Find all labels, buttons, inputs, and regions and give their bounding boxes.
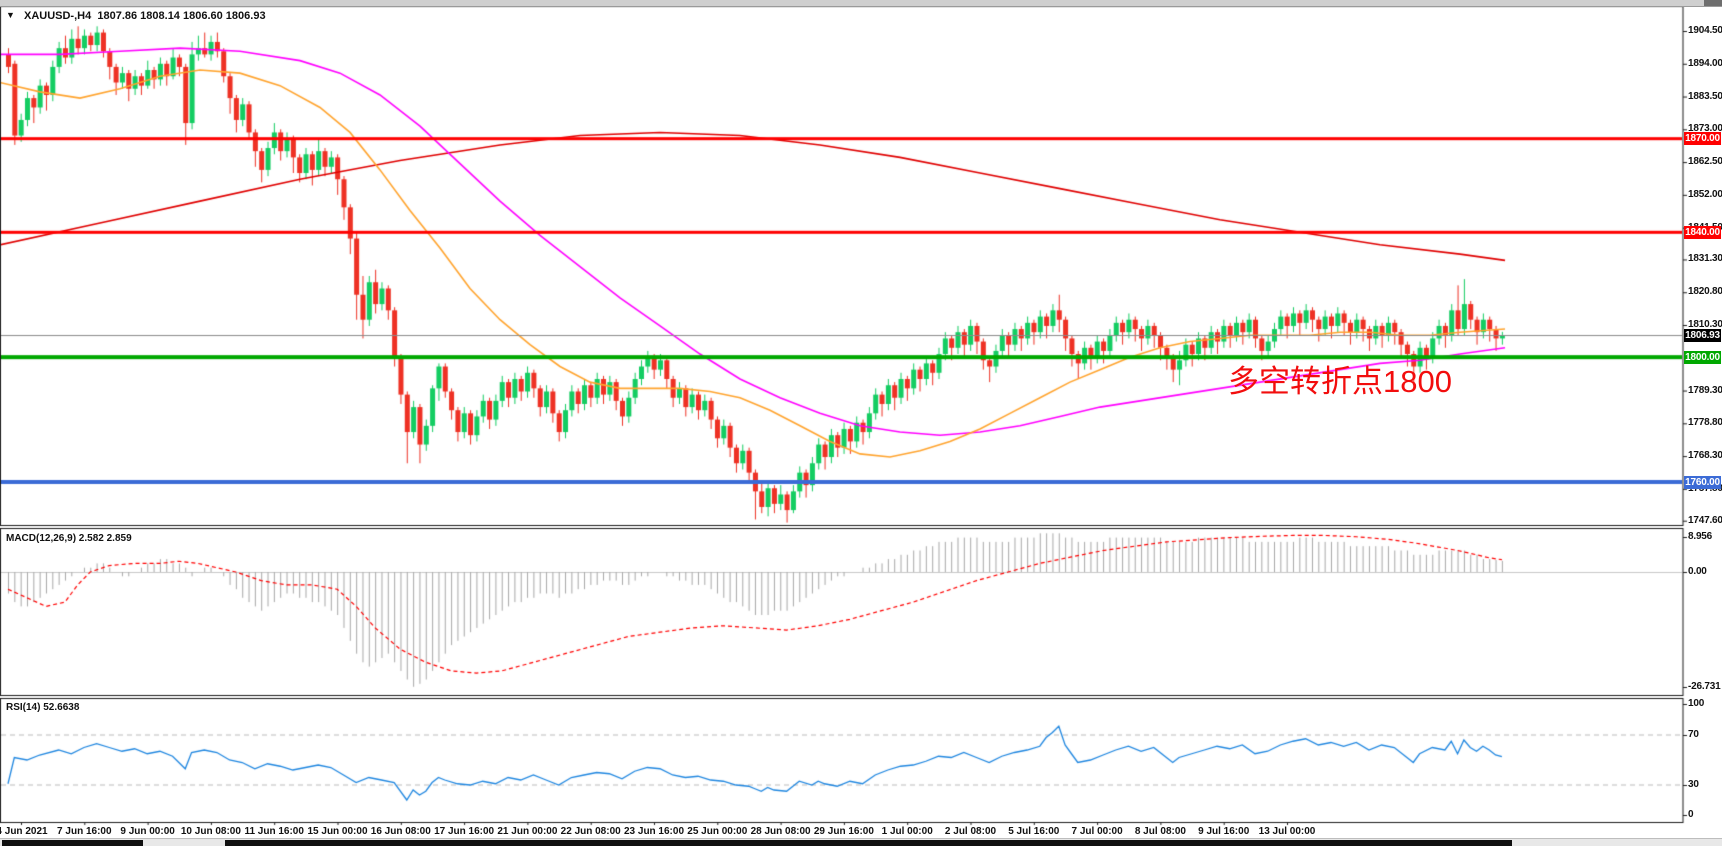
time-tick-label: 1 Jul 00:00: [881, 826, 933, 837]
time-tick-label: 23 Jun 16:00: [623, 826, 685, 837]
price-tick-label: 1831.30: [1688, 253, 1722, 265]
time-tick-label: 4 Jun 2021: [0, 826, 48, 837]
time-tick-label: 11 Jun 16:00: [244, 826, 304, 837]
bottom-window-edge: [0, 838, 1722, 846]
time-tick-label: 8 Jul 08:00: [1134, 826, 1186, 837]
text-annotation-1800-pivot[interactable]: 多空转折点1800: [1228, 364, 1452, 399]
scrollbar-thumb[interactable]: [1704, 0, 1722, 6]
rsi-scale-label: 70: [1688, 729, 1699, 740]
time-tick-label: 22 Jun 08:00: [560, 826, 621, 837]
price-tick-label: 1810.30: [1688, 319, 1722, 330]
ohlc-values: 1807.86 1808.14 1806.60 1806.93: [97, 10, 266, 22]
time-tick-label: 10 Jun 08:00: [180, 826, 241, 837]
price-tick-label: 1820.80: [1688, 286, 1722, 298]
price-tick-label: 1852.00: [1688, 188, 1722, 200]
bottom-edge-segment: [2, 840, 143, 846]
time-tick-label: 21 Jun 00:00: [497, 826, 558, 837]
price-axis[interactable]: 1904.50 1894.00 1883.50 1873.00 1862.50 1852.…: [1683, 6, 1722, 822]
time-tick-label: 5 Jul 16:00: [1008, 826, 1060, 837]
chart-title: ▼ XAUUSD-,H4 1807.86 1808.14 1806.60 180…: [6, 10, 266, 22]
symbol-period-label: XAUUSD-,H4: [23, 10, 92, 22]
price-tick-label: 1904.50: [1688, 25, 1722, 36]
price-badge-1806-93: 1806.93: [1684, 329, 1721, 343]
time-tick-label: 13 Jul 00:00: [1258, 826, 1316, 837]
one-click-trading-toggle-icon[interactable]: ▼: [6, 10, 15, 20]
price-tick-label: 1894.00: [1688, 57, 1722, 69]
time-tick-label: 17 Jun 16:00: [434, 826, 495, 837]
price-badge-1800-00: 1800.00: [1684, 350, 1721, 364]
price-tick-label: 1768.30: [1688, 450, 1722, 462]
price-badge-1760-00: 1760.00: [1684, 475, 1721, 489]
time-tick-label: 15 Jun 00:00: [307, 826, 368, 837]
macd-indicator-label: MACD(12,26,9) 2.582 2.859: [6, 533, 132, 544]
macd-scale-label: 0.00: [1688, 566, 1707, 577]
time-tick-label: 2 Jul 08:00: [944, 826, 997, 837]
price-tick-label: 1883.50: [1688, 90, 1722, 102]
time-tick-label: 9 Jun 00:00: [120, 826, 175, 837]
rsi-scale-label: 100: [1688, 698, 1705, 709]
macd-scale-label: -26.731: [1688, 681, 1721, 692]
rsi-indicator-label: RSI(14) 52.6638: [6, 702, 80, 713]
rsi-scale-label: 0: [1688, 809, 1694, 820]
bottom-edge-segment: [225, 840, 1512, 846]
horizontal-scrollbar[interactable]: [0, 0, 1722, 7]
price-badge-1840-00: 1840.00: [1684, 225, 1721, 239]
time-tick-label: 9 Jul 16:00: [1198, 826, 1250, 837]
price-tick-label: 1862.50: [1688, 156, 1722, 168]
time-tick-label: 29 Jun 16:00: [813, 826, 874, 837]
rsi-scale-label: 30: [1688, 779, 1699, 790]
price-tick-label: 1789.30: [1688, 384, 1722, 396]
price-tick-label: 1747.60: [1688, 514, 1722, 526]
time-axis[interactable]: 4 Jun 2021 7 Jun 16:00 9 Jun 00:00 10 Jun 0…: [0, 824, 1683, 838]
time-tick-label: 7 Jul 00:00: [1071, 826, 1123, 837]
price-badge-1870-00: 1870.00: [1684, 132, 1721, 146]
price-tick-label: 1778.80: [1688, 417, 1722, 429]
time-tick-label: 16 Jun 08:00: [370, 826, 431, 837]
time-tick-label: 7 Jun 16:00: [57, 826, 112, 837]
macd-scale-label: 8.956: [1688, 531, 1713, 542]
time-tick-label: 28 Jun 08:00: [750, 826, 811, 837]
time-tick-label: 25 Jun 00:00: [687, 826, 748, 837]
price-tick-label: 1873.00: [1688, 123, 1722, 135]
